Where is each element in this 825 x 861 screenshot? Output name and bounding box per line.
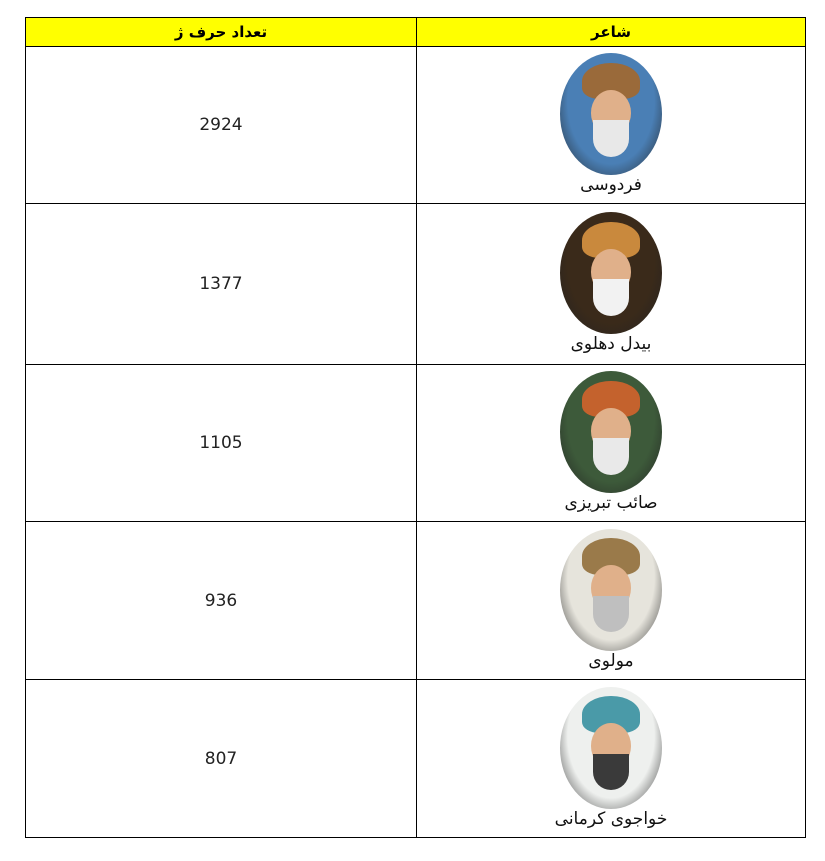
count-cell: 1377 — [25, 203, 417, 365]
header-poet: شاعر — [416, 17, 806, 47]
poet-portrait — [560, 686, 662, 809]
header-count: تعداد حرف ژ — [25, 17, 417, 47]
poet-portrait — [560, 371, 662, 493]
table-row: خواجوی کرمانی 807 — [25, 679, 806, 838]
poet-name: بیدل دهلوی — [570, 334, 652, 354]
poet-portrait — [560, 212, 662, 334]
table-row: فردوسی 2924 — [25, 46, 806, 204]
count-cell: 807 — [25, 679, 417, 838]
poet-name: فردوسی — [580, 175, 642, 195]
table-row: بیدل دهلوی 1377 — [25, 203, 806, 365]
poet-cell: صائب تبریزی — [416, 364, 806, 522]
poet-name: خواجوی کرمانی — [554, 808, 668, 829]
count-cell: 1105 — [25, 364, 417, 522]
poet-cell: بیدل دهلوی — [416, 203, 806, 365]
poet-cell: مولوی — [416, 521, 806, 680]
poet-name: صائب تبریزی — [564, 493, 658, 513]
poet-name: مولوی — [588, 650, 634, 671]
poet-cell: خواجوی کرمانی — [416, 679, 806, 838]
poets-table: شاعر تعداد حرف ژ فردوسی 2924 بیدل دهلوی … — [25, 17, 806, 838]
poet-portrait — [560, 53, 662, 175]
table-row: صائب تبریزی 1105 — [25, 364, 806, 522]
table-row: مولوی 936 — [25, 521, 806, 680]
count-cell: 936 — [25, 521, 417, 680]
count-cell: 2924 — [25, 46, 417, 204]
poet-portrait — [560, 528, 662, 651]
header-row: شاعر تعداد حرف ژ — [25, 17, 806, 47]
poet-cell: فردوسی — [416, 46, 806, 204]
